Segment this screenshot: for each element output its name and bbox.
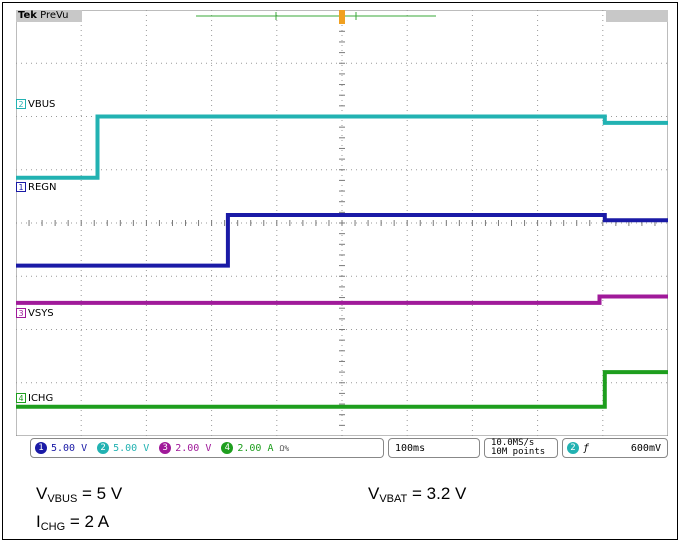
ch2-scale: 5.00 V <box>113 442 150 454</box>
channel-label-vbus: 2 VBUS <box>16 98 55 110</box>
caption-ichg: ICHG = 2 A <box>36 512 110 533</box>
sample-rate: 10.0MS/s <box>491 438 535 448</box>
caption-vbus: VVBUS = 5 V <box>36 484 123 505</box>
channel-badge: 4 <box>16 393 26 403</box>
channel-name: VSYS <box>28 307 54 319</box>
trigger-source-badge: 2 <box>567 442 579 454</box>
channel-label-vsys: 3 VSYS <box>16 307 54 319</box>
ch3-badge: 3 <box>159 442 172 454</box>
ch3-scale: 2.00 V <box>175 442 212 454</box>
trigger-slope-icon: ƒ <box>583 442 590 454</box>
channel-label-regn: 1 REGN <box>16 181 57 193</box>
channel-badge: 3 <box>16 308 26 318</box>
brand-name: Tek <box>18 10 37 21</box>
channel-name: ICHG <box>28 392 54 404</box>
channel-name: REGN <box>28 181 57 193</box>
vertical-scale-panel[interactable]: 1 5.00 V 2 5.00 V 3 2.00 V 4 2.00 A Ω% <box>30 438 384 458</box>
trace-vbus <box>16 114 668 180</box>
acquisition-mode: PreVu <box>40 10 69 21</box>
trace-ichg <box>16 370 668 409</box>
timebase-panel[interactable]: 100ms <box>388 438 480 458</box>
channel-name: VBUS <box>28 98 56 110</box>
acquisition-panel[interactable]: 10.0MS/s 10M points <box>484 438 558 458</box>
waveform-plot <box>16 10 668 436</box>
ch1-scale: 5.00 V <box>51 442 88 454</box>
timebase-value: 100ms <box>395 442 426 454</box>
trigger-position-icon <box>339 10 345 24</box>
trace-regn <box>16 213 668 268</box>
ch4-badge: 4 <box>221 442 234 454</box>
trigger-panel[interactable]: 2 ƒ 600mV <box>562 438 668 458</box>
ch4-suffix: Ω% <box>279 443 290 453</box>
channel-badge: 2 <box>16 99 26 109</box>
top-right-bar <box>606 10 668 22</box>
trigger-level: 600mV <box>630 442 661 454</box>
ch2-badge: 2 <box>97 442 110 454</box>
channel-label-ichg: 4 ICHG <box>16 392 53 404</box>
caption-vbat: VVBAT = 3.2 V <box>368 484 467 505</box>
waveform-traces <box>16 114 668 409</box>
ch4-scale: 2.00 A <box>237 442 274 454</box>
trigger-position-marker <box>196 10 436 24</box>
record-length: 10M points <box>491 447 546 457</box>
trace-vsys <box>16 294 668 305</box>
channel-badge: 1 <box>16 182 26 192</box>
scope-status-bar: 1 5.00 V 2 5.00 V 3 2.00 V 4 2.00 A Ω% 1… <box>14 436 668 460</box>
brand-bar: Tek PreVu <box>16 10 82 22</box>
ch1-badge: 1 <box>35 442 47 454</box>
